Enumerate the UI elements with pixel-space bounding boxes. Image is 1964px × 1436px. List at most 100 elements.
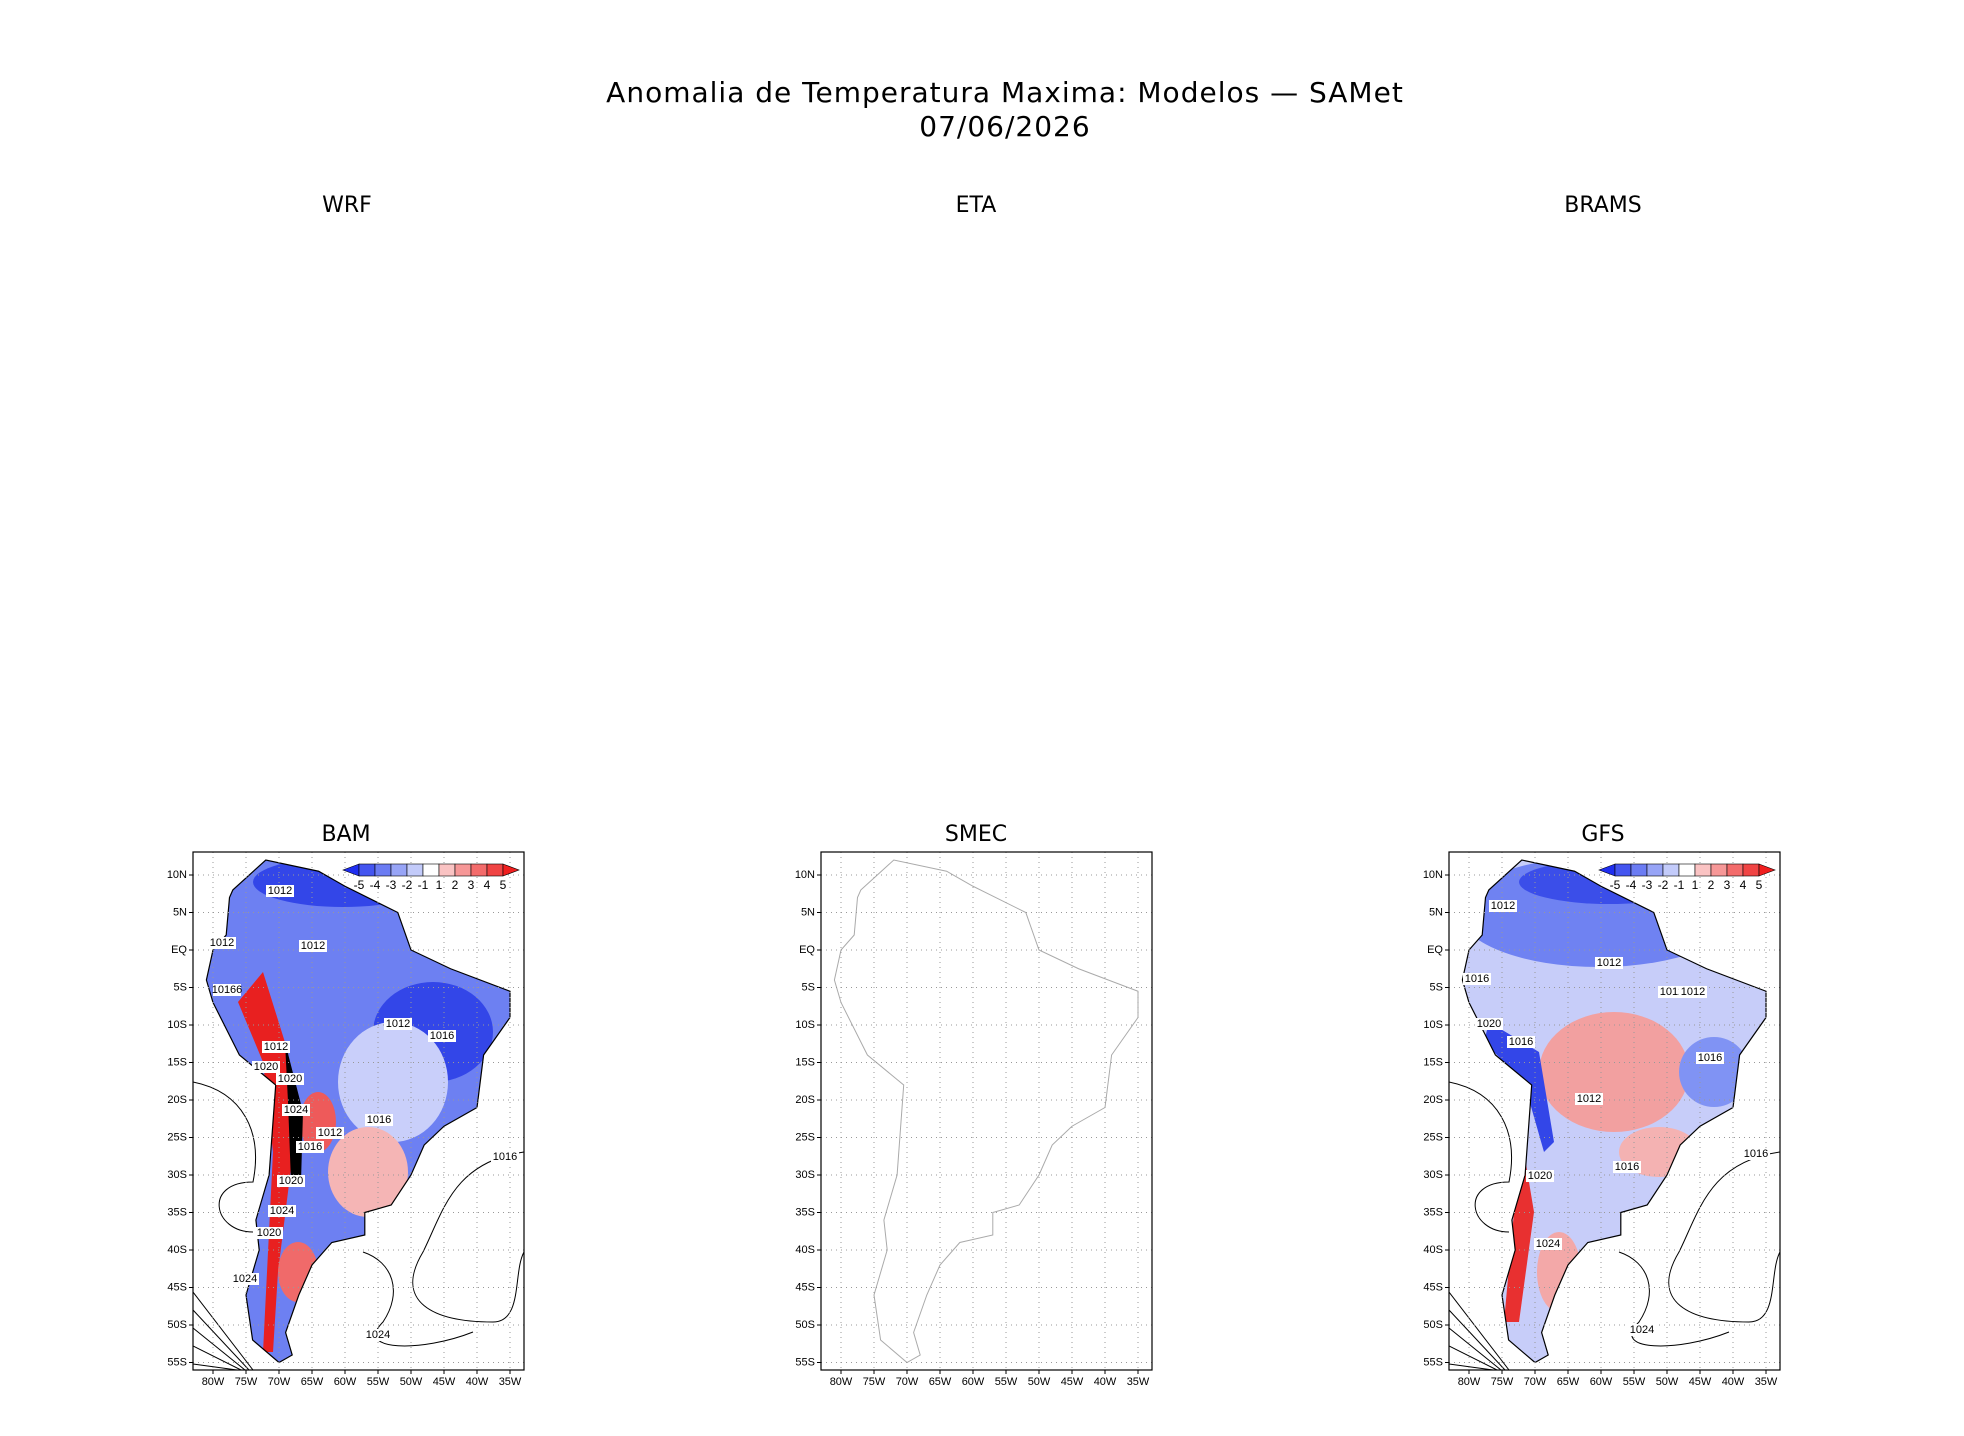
contour-label: 1020 [257,1227,281,1239]
contour-label: 1016 [1744,1148,1768,1160]
contour-label: 1012 [1577,1093,1601,1105]
contour-label: 1020 [254,1061,278,1073]
contour-label-bg [213,984,241,996]
contour-label-bg [255,1227,283,1239]
isobar [412,1151,524,1323]
gfs-field [1462,860,1767,1363]
map-frame [1448,851,1781,1371]
contour-label: 1016 [1698,1052,1722,1064]
lat-label: 50S [1423,1319,1443,1331]
lon-label: 55W [1623,1376,1646,1388]
contour-label-bg [316,1127,344,1139]
contour-label: 1012 [1597,957,1621,969]
contour-label: 1024 [233,1273,257,1285]
colorbar-label: -5 [354,878,365,892]
contour-label-bg [299,940,327,952]
lon-label: 65W [1557,1376,1580,1388]
isobar [193,1081,256,1233]
contour-label-bg [277,1175,305,1187]
isobar [193,1327,246,1370]
lat-label: 40S [795,1244,815,1256]
lat-label: 30S [795,1169,815,1181]
panel-title: BAM [321,822,370,847]
panel-title: WRF [322,193,372,218]
lat-label: 20S [1423,1094,1443,1106]
lat-label: 5S [174,981,187,993]
contour-label-bg [276,1073,304,1085]
panel-title: GFS [1581,822,1624,847]
colorbar-label: 1 [1692,878,1699,892]
lon-label: 60W [962,1376,985,1388]
lat-label: 5S [1430,981,1443,993]
lon-label: 40W [1722,1376,1745,1388]
lon-label: 50W [400,1376,423,1388]
contour-label: 1012 [268,885,292,897]
lon-label: 75W [235,1376,258,1388]
lat-label: 45S [167,1281,187,1293]
lat-label: 15S [167,1056,187,1068]
lon-label: 50W [1028,1376,1051,1388]
map-panel: 80W 75W 70W 65W 60W 55W 50W 45W 40W 35W 10N 5N EQ 5S 1… [1423,851,1781,1388]
contour-label: 1024 [270,1205,294,1217]
contour-label-bg [1628,1324,1656,1336]
lat-label: 10N [795,869,815,881]
contour-label: 1012 [1660,986,1684,998]
contour-label: 1024 [284,1104,308,1116]
lon-label: 40W [466,1376,489,1388]
contour-label: 1016 [367,1114,391,1126]
panel-title: ETA [956,193,997,218]
colorbar-label: 4 [1740,878,1747,892]
contour-label: 1012 [301,940,325,952]
isobar [1449,1363,1494,1370]
panel-title: SMEC [945,822,1007,847]
contour-label-bg [282,1104,310,1116]
lat-label: 25S [167,1131,187,1143]
contour-label: 1016 [493,1151,517,1163]
colorbar-swatch [1742,863,1760,877]
colorbar-swatch [470,863,488,877]
lat-label: 10N [167,869,187,881]
contour-label-bg [428,1030,456,1042]
lat-label: 10S [167,1019,187,1031]
isobar [1449,1309,1506,1370]
lat-label: 5N [801,906,815,918]
lat-label: 10N [1423,869,1443,881]
colorbar-label: 5 [1756,878,1763,892]
lat-label: 55S [167,1356,187,1368]
isobar [362,1251,474,1347]
contour-label-bg [1475,1018,1503,1030]
contour-label: 1020 [1477,1018,1501,1030]
contour-label: 1016 [1615,1161,1639,1173]
contour-label-bg [1696,1052,1724,1064]
lat-label: 20S [795,1094,815,1106]
colorbar-swatch [374,863,392,877]
contour-label: 1016 [1465,973,1489,985]
map-panel: 80W 75W 70W 65W 60W 55W 50W 45W 40W 35W 10N 5N EQ 5S 1… [795,851,1153,1388]
contour-label: 1012 [264,1041,288,1053]
contour-label-bg [231,1273,259,1285]
contour-label: 1012 [386,1018,410,1030]
contour-label-bg [384,1018,412,1030]
map-body [821,852,1152,1370]
isobar [193,1363,238,1370]
contour-label-bg [1463,973,1491,985]
lon-label: 70W [1524,1376,1547,1388]
colorbar-arrow [342,863,360,877]
lat-label: 25S [795,1131,815,1143]
lon-label: 80W [202,1376,225,1388]
contour-label-bg [1679,986,1707,998]
contour-label-bg [365,1114,393,1126]
lat-label: 40S [1423,1244,1443,1256]
contour-label-bg [1526,1170,1554,1182]
lat-label: 35S [795,1206,815,1218]
lat-label: EQ [1427,944,1443,956]
contour-label-bg [364,1329,392,1341]
lat-label: 55S [795,1356,815,1368]
colorbar-label: -3 [1642,878,1653,892]
colorbar-swatch [390,863,408,877]
contour-label-bg [296,1141,324,1153]
lon-label: 70W [268,1376,291,1388]
colorbar-swatch [1646,863,1664,877]
lon-label: 35W [1755,1376,1778,1388]
colorbar-label: -5 [1610,878,1621,892]
